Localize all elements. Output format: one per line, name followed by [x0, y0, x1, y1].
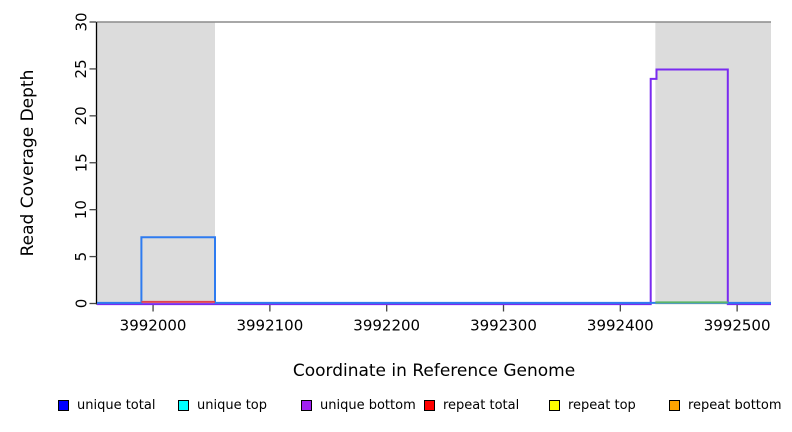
y-tick-label: 25 — [72, 59, 90, 78]
legend-item-repeat-total: repeat total — [424, 398, 519, 413]
gray-region-right — [655, 22, 771, 305]
y-tick-label: 15 — [72, 153, 90, 172]
y-tick-label: 5 — [72, 252, 90, 262]
legend-item-unique-total: unique total — [58, 398, 155, 413]
y-tick-label: 20 — [72, 106, 90, 125]
legend-label: repeat bottom — [688, 398, 782, 413]
legend: unique total unique top unique bottom re… — [0, 398, 792, 420]
legend-label: repeat top — [568, 398, 636, 413]
legend-item-unique-top: unique top — [178, 398, 267, 413]
y-tick-label: 10 — [72, 200, 90, 219]
plot-canvas: 0 5 10 15 20 25 30 3992000 3992100 3992200 3992300… — [72, 12, 771, 335]
legend-swatch-repeat-total — [424, 400, 435, 411]
series-unique-total — [97, 236, 771, 304]
x-axis-title: Coordinate in Reference Genome — [292, 361, 576, 381]
legend-item-unique-bottom: unique bottom — [301, 398, 416, 413]
legend-label: repeat total — [443, 398, 520, 413]
x-tick-label: 3992300 — [470, 317, 537, 335]
x-tick-label: 3992500 — [704, 317, 771, 335]
legend-item-repeat-top: repeat top — [549, 398, 636, 413]
y-tick-label: 0 — [72, 299, 90, 309]
gray-region-left — [97, 22, 215, 305]
legend-label: unique top — [197, 398, 268, 413]
legend-swatch-unique-total — [58, 400, 69, 411]
legend-item-repeat-bottom: repeat bottom — [669, 398, 782, 413]
legend-swatch-repeat-bottom — [669, 400, 680, 411]
legend-swatch-repeat-top — [549, 400, 560, 411]
x-tick-label: 3992200 — [353, 317, 420, 335]
legend-swatch-unique-bottom — [301, 400, 312, 411]
legend-swatch-unique-top — [178, 400, 189, 411]
legend-label: unique total — [77, 398, 156, 413]
series-unique-bottom — [97, 68, 771, 306]
x-tick-label: 3992100 — [236, 317, 303, 335]
y-tick-label: 30 — [72, 12, 90, 31]
y-axis-title: Read Coverage Depth — [18, 69, 38, 257]
legend-label: unique bottom — [320, 398, 416, 413]
x-tick-label: 3992400 — [587, 317, 654, 335]
x-tick-label: 3992000 — [120, 317, 187, 335]
